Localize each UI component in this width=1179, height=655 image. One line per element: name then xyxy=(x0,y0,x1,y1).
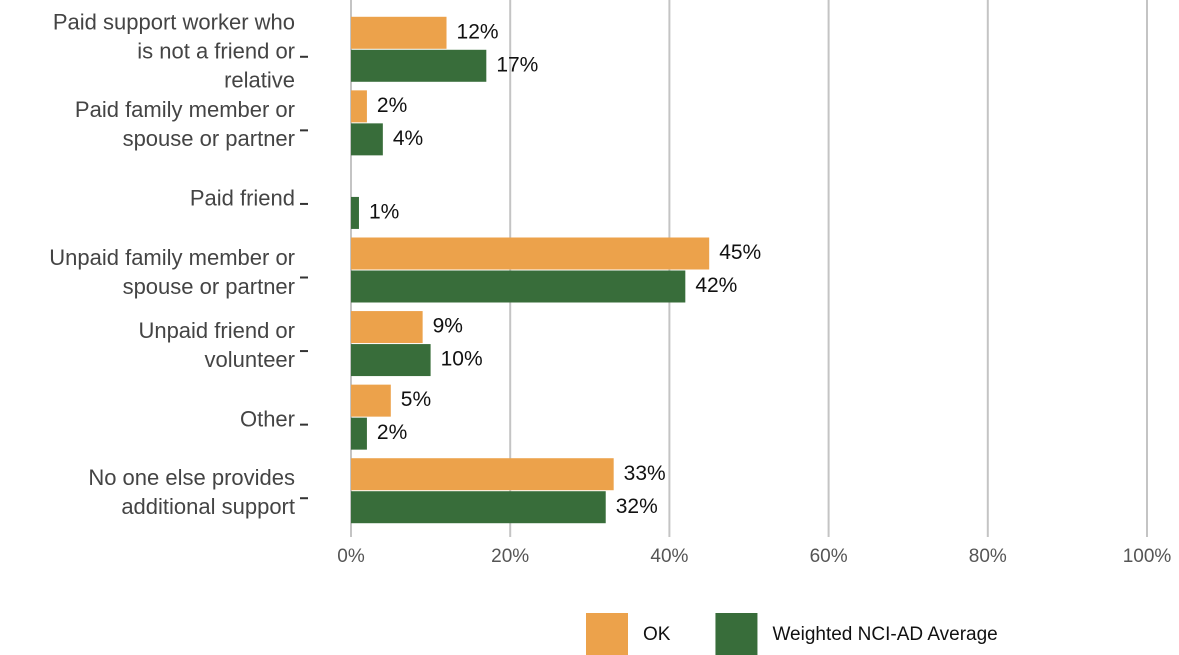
bar xyxy=(351,90,367,123)
x-tick-label: 80% xyxy=(969,546,1007,567)
bar xyxy=(351,16,447,49)
y-tick-label: No one else provides additional support xyxy=(88,465,295,520)
y-tick-label: Paid friend xyxy=(189,185,295,211)
x-tick-label: 0% xyxy=(337,546,365,567)
y-tick-label: Unpaid friend or volunteer xyxy=(138,318,295,373)
legend-label: Weighted NCI-AD Average xyxy=(772,624,997,645)
data-label: 12% xyxy=(457,20,499,43)
y-tick-label: Paid support worker who is not a friend … xyxy=(52,9,295,93)
bar xyxy=(351,384,391,417)
y-tick-label: Other xyxy=(239,406,295,432)
data-label: 2% xyxy=(377,421,407,444)
data-label: 33% xyxy=(624,462,666,485)
legend-label: OK xyxy=(643,624,671,645)
bar xyxy=(351,344,431,377)
y-tick-label: Paid family member or spouse or partner xyxy=(74,97,295,152)
data-label: 5% xyxy=(401,388,431,411)
data-label: 32% xyxy=(616,495,658,518)
data-label: 4% xyxy=(393,127,423,150)
x-tick-label: 40% xyxy=(650,546,688,567)
x-tick-label: 100% xyxy=(1123,546,1172,567)
bar xyxy=(351,491,606,524)
bar xyxy=(351,311,423,344)
legend-swatch xyxy=(715,613,758,655)
data-label: 17% xyxy=(496,53,538,76)
data-label: 10% xyxy=(441,348,483,371)
bar xyxy=(351,49,487,82)
bar xyxy=(351,417,367,450)
bar xyxy=(351,458,614,491)
data-label: 2% xyxy=(377,94,407,117)
bar xyxy=(351,237,710,270)
x-tick-label: 20% xyxy=(491,546,529,567)
bar xyxy=(351,196,359,229)
data-label: 45% xyxy=(719,241,761,264)
y-tick-label: Unpaid family member or spouse or partne… xyxy=(49,244,295,299)
data-label: 42% xyxy=(695,274,737,297)
bar xyxy=(351,123,383,156)
data-label: 9% xyxy=(433,315,463,338)
bar xyxy=(351,270,686,303)
legend-swatch xyxy=(586,613,628,655)
data-label: 1% xyxy=(369,200,399,223)
x-tick-label: 60% xyxy=(810,546,848,567)
